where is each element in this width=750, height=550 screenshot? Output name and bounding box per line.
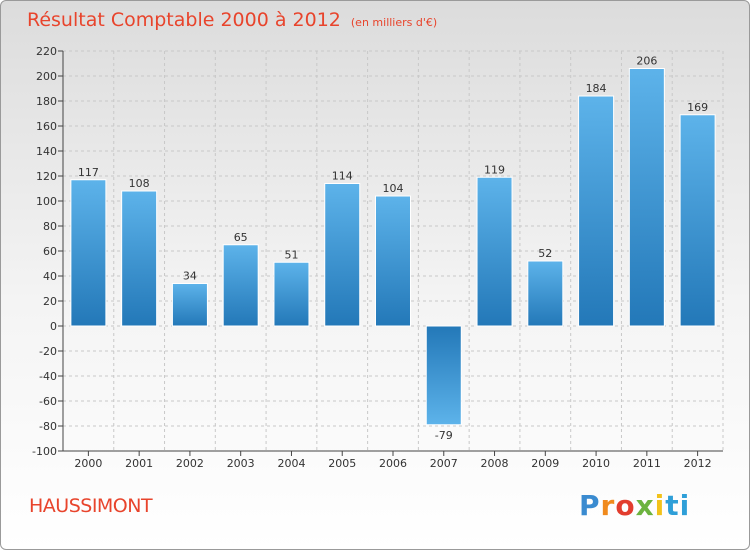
- logo-letter: x: [635, 489, 655, 522]
- x-tick-label: 2002: [176, 457, 204, 470]
- x-tick-label: 2010: [582, 457, 610, 470]
- value-label: 65: [234, 231, 248, 244]
- x-tick-label: 2007: [430, 457, 458, 470]
- value-label: 206: [636, 55, 657, 68]
- y-tick-label: -60: [39, 395, 57, 408]
- x-tick-label: 2012: [684, 457, 712, 470]
- x-tick-label: 2001: [125, 457, 153, 470]
- x-tick-label: 2006: [379, 457, 407, 470]
- x-tick-label: 2003: [227, 457, 255, 470]
- y-tick-label: 120: [36, 170, 57, 183]
- chart-title-text: Résultat Comptable 2000 à 2012: [27, 9, 341, 31]
- y-tick-label: -100: [32, 445, 57, 458]
- y-tick-label: 220: [36, 45, 57, 58]
- bar-series: [70, 68, 716, 426]
- y-tick-label: -40: [39, 370, 57, 383]
- chart-subtitle: (en milliers d'€): [350, 16, 438, 29]
- bar: [628, 68, 665, 327]
- x-tick-label: 2004: [277, 457, 305, 470]
- bar: [222, 244, 259, 327]
- value-labels: 117 108 34 65 51 114 104 -79 119 52 184 206 169: [78, 55, 708, 442]
- chart-title: Résultat Comptable 2000 à 2012 (en millie…: [27, 9, 437, 31]
- bar: [324, 183, 361, 327]
- bar: [70, 179, 107, 327]
- value-label: 108: [129, 177, 150, 190]
- value-label: -79: [435, 429, 453, 442]
- value-label: 184: [586, 82, 607, 95]
- bar: [527, 260, 564, 327]
- bar: [578, 95, 615, 327]
- y-tick-label: 20: [43, 295, 57, 308]
- value-label: 169: [687, 101, 708, 114]
- y-tick-label: 160: [36, 120, 57, 133]
- y-tick-label: 80: [43, 220, 57, 233]
- y-tick-label: 0: [50, 320, 57, 333]
- x-tick-label: 2009: [531, 457, 559, 470]
- y-tick-label: 40: [43, 270, 57, 283]
- bar: [375, 195, 411, 327]
- x-tick-label: 2011: [633, 457, 661, 470]
- value-label: 114: [332, 170, 353, 183]
- logo-letter: r: [600, 489, 616, 522]
- bar: [273, 261, 310, 327]
- y-tick-label: -20: [39, 345, 57, 358]
- bar: [425, 325, 462, 426]
- commune-name: HAUSSIMONT: [29, 495, 153, 517]
- x-tick-label: 2000: [74, 457, 102, 470]
- value-label: 34: [183, 270, 197, 283]
- bar: [476, 176, 513, 327]
- y-tick-label: 100: [36, 195, 57, 208]
- y-tick-label: -80: [39, 420, 57, 433]
- logo-letter: i: [654, 489, 666, 522]
- x-tick-label: 2008: [481, 457, 509, 470]
- value-label: 104: [383, 182, 404, 195]
- logo-letter: o: [615, 489, 636, 522]
- y-tick-label: 200: [36, 70, 57, 83]
- proxiti-logo: Proxiti: [579, 489, 690, 522]
- x-tick-label: 2005: [328, 457, 356, 470]
- bar: [679, 114, 716, 327]
- value-label: 117: [78, 166, 99, 179]
- y-tick-label: 180: [36, 95, 57, 108]
- y-tick-label: 140: [36, 145, 57, 158]
- bar: [171, 283, 208, 327]
- logo-letter: P: [579, 489, 601, 522]
- bar: [121, 190, 158, 327]
- logo-letter: ti: [665, 489, 691, 522]
- y-tick-label: 60: [43, 245, 57, 258]
- value-label: 119: [484, 163, 505, 176]
- value-label: 52: [538, 247, 552, 260]
- axes: 220200180160140120100806040200-20-40-60-…: [32, 45, 723, 470]
- value-label: 51: [284, 248, 298, 261]
